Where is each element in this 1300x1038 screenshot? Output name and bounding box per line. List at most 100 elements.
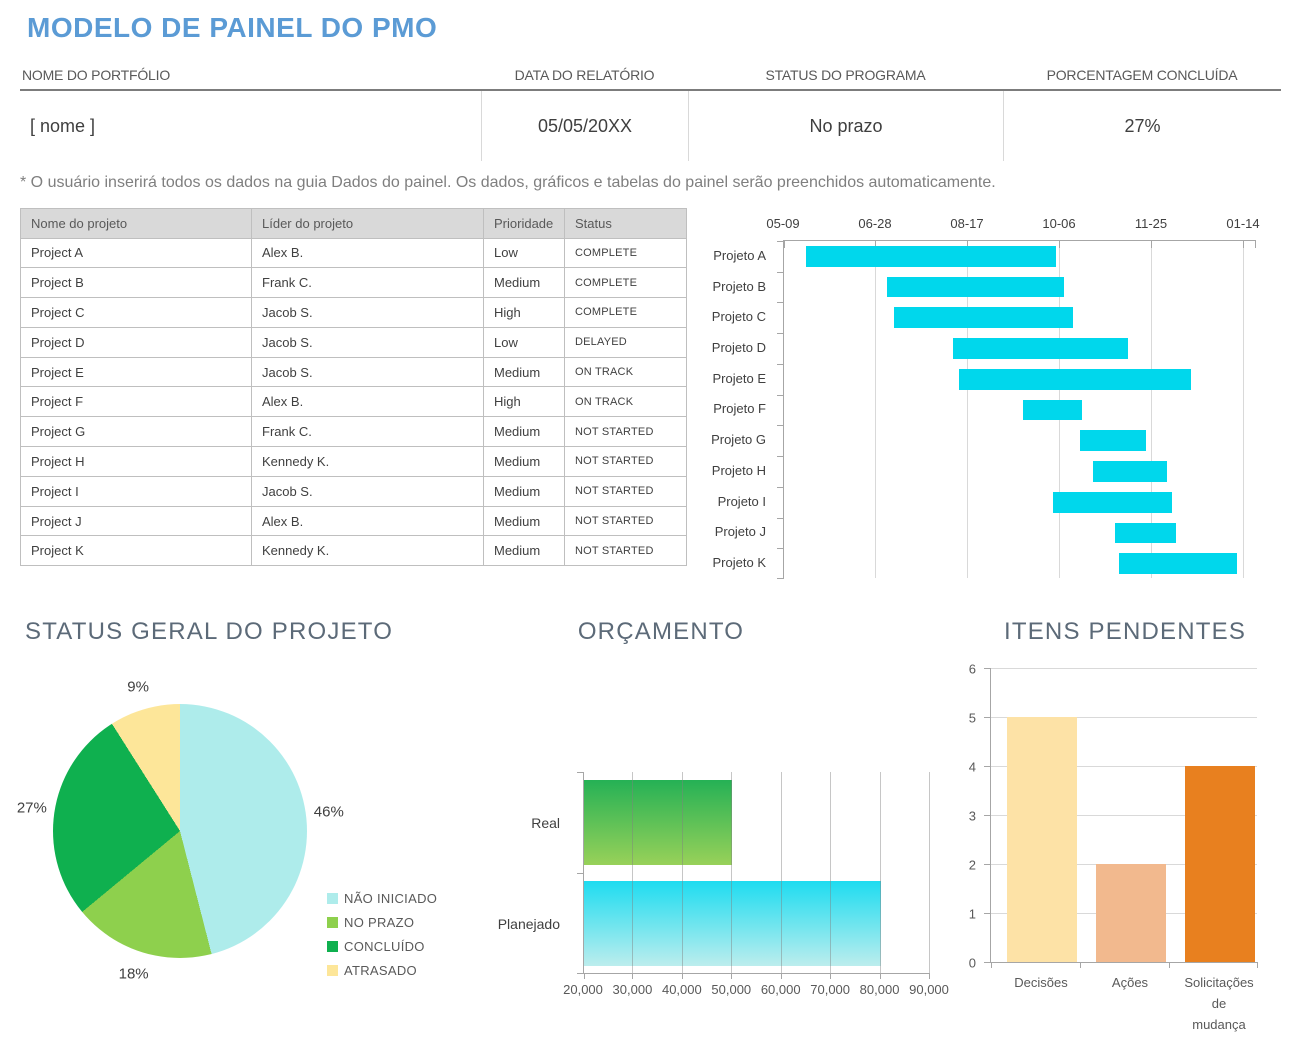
gantt-x-tick-label: 11-25 [1134, 216, 1168, 231]
budget-x-tick-label: 50,000 [711, 982, 752, 997]
gantt-row-label: Projeto B [712, 278, 766, 294]
summary-label-percent-complete: PORCENTAGEM CONCLUÍDA [1003, 64, 1281, 91]
items-y-tick-label: 5 [968, 710, 976, 725]
table-cell[interactable]: High [483, 386, 565, 418]
table-cell[interactable]: COMPLETE [564, 267, 687, 299]
table-cell[interactable]: Medium [483, 416, 565, 448]
table-cell[interactable]: Medium [483, 505, 565, 537]
summary-value-report-date[interactable]: 05/05/20XX [481, 91, 688, 161]
gantt-bar [1052, 491, 1173, 513]
summary-value-percent-complete[interactable]: 27% [1003, 91, 1281, 161]
gantt-axis-tick [784, 241, 785, 248]
table-cell[interactable]: Project H [20, 446, 252, 477]
items-gridline [991, 668, 1257, 669]
table-cell[interactable]: Medium [483, 475, 565, 507]
gantt-axis-tick [1151, 241, 1152, 248]
table-row: Project I Jacob S. Medium NOT STARTED [20, 475, 687, 507]
table-cell[interactable]: Jacob S. [251, 297, 484, 328]
items-x-category-label: Ações [1111, 975, 1149, 990]
table-cell[interactable]: Low [483, 326, 565, 358]
table-cell[interactable]: Jacob S. [251, 326, 484, 358]
table-cell[interactable]: Frank C. [251, 416, 484, 448]
gantt-row-label: Projeto G [711, 432, 766, 448]
items-axis-tick [984, 864, 991, 865]
gantt-axis-tick [967, 241, 968, 248]
items-y-tick-label: 1 [968, 906, 976, 921]
budget-bar-planejado [584, 881, 881, 966]
table-cell[interactable]: Medium [483, 356, 565, 388]
table-cell[interactable]: NOT STARTED [564, 475, 687, 507]
table-cell[interactable]: Project E [20, 356, 252, 388]
table-cell[interactable]: Alex B. [251, 505, 484, 537]
budget-gridline [830, 772, 832, 973]
table-cell[interactable]: Project G [20, 416, 252, 448]
table-cell[interactable]: Medium [483, 267, 565, 299]
table-cell[interactable]: Jacob S. [251, 356, 484, 388]
budget-axis-tick [780, 973, 782, 979]
summary-value-program-status[interactable]: No prazo [688, 91, 1003, 161]
table-cell[interactable]: High [483, 297, 565, 328]
gantt-axis-tick [777, 241, 784, 242]
gantt-bar [1118, 553, 1237, 574]
gantt-x-axis: 05-09 06-28 08-17 10-06 11-25 01-14 [766, 214, 1259, 234]
project-table-header-row: Nome do projeto Líder do projeto Priorid… [20, 208, 687, 239]
table-cell[interactable]: DELAYED [564, 326, 687, 358]
budget-x-tick-label: 70,000 [810, 982, 851, 997]
table-cell[interactable]: ON TRACK [564, 356, 687, 388]
gantt-category-labels: Projeto A Projeto B Projeto C Projeto D Proj… [690, 240, 770, 578]
gantt-bar [1115, 522, 1176, 544]
table-cell[interactable]: NOT STARTED [564, 535, 687, 567]
table-cell[interactable]: NOT STARTED [564, 446, 687, 477]
gantt-axis-tick [777, 578, 784, 579]
gantt-gridline [1243, 241, 1244, 578]
table-cell[interactable]: NOT STARTED [564, 416, 687, 448]
table-cell[interactable]: Kennedy K. [251, 535, 484, 567]
table-row: Project D Jacob S. Low DELAYED [20, 326, 687, 358]
table-cell[interactable]: ON TRACK [564, 386, 687, 418]
items-axis-tick [984, 815, 991, 816]
gantt-axis-tick [777, 302, 784, 303]
table-cell[interactable]: Medium [483, 535, 565, 567]
table-cell[interactable]: Frank C. [251, 267, 484, 299]
items-bar [1185, 766, 1255, 962]
gantt-row-label: Projeto C [711, 309, 766, 325]
gantt-chart [777, 240, 1256, 579]
table-cell[interactable]: Jacob S. [251, 475, 484, 507]
items-y-tick-label: 4 [968, 759, 976, 774]
table-cell[interactable]: NOT STARTED [564, 505, 687, 537]
table-cell[interactable]: Project I [20, 475, 252, 507]
table-cell[interactable]: COMPLETE [564, 237, 687, 269]
table-cell[interactable]: Medium [483, 446, 565, 477]
budget-axis-tick [577, 873, 584, 874]
summary-value-portfolio-name[interactable]: [ nome ] [30, 115, 96, 136]
table-row: Project E Jacob S. Medium ON TRACK [20, 356, 687, 388]
table-cell[interactable]: COMPLETE [564, 297, 687, 328]
items-bar [1096, 864, 1166, 962]
table-cell[interactable]: Kennedy K. [251, 446, 484, 477]
items-bar [1007, 717, 1077, 962]
items-gridline [991, 815, 1257, 816]
budget-axis-tick [577, 973, 584, 974]
gantt-axis-tick [777, 272, 784, 273]
table-cell[interactable]: Project B [20, 267, 252, 299]
table-cell[interactable]: Alex B. [251, 386, 484, 418]
budget-section-title: ORÇAMENTO [577, 618, 745, 645]
table-cell[interactable]: Low [483, 237, 565, 269]
table-cell[interactable]: Project K [20, 535, 252, 567]
col-header-priority: Prioridade [483, 208, 565, 239]
table-cell[interactable]: Project F [20, 386, 252, 418]
gantt-axis-tick [777, 518, 784, 519]
items-y-tick-label: 2 [968, 857, 976, 872]
table-cell[interactable]: Alex B. [251, 237, 484, 269]
table-row: Project C Jacob S. High COMPLETE [20, 297, 687, 328]
table-cell[interactable]: Project J [20, 505, 252, 537]
budget-gridline [929, 772, 930, 973]
gantt-axis-tick [875, 241, 876, 248]
table-cell[interactable]: Project A [20, 237, 252, 269]
budget-x-axis: 20,000 30,000 40,000 50,000 60,000 70,000 80,0… [563, 981, 949, 999]
gantt-bar [887, 276, 1064, 298]
table-row: Project K Kennedy K. Medium NOT STARTED [20, 535, 687, 567]
table-cell[interactable]: Project D [20, 326, 252, 358]
table-cell[interactable]: Project C [20, 297, 252, 328]
legend-item: CONCLUÍDO [327, 938, 437, 955]
